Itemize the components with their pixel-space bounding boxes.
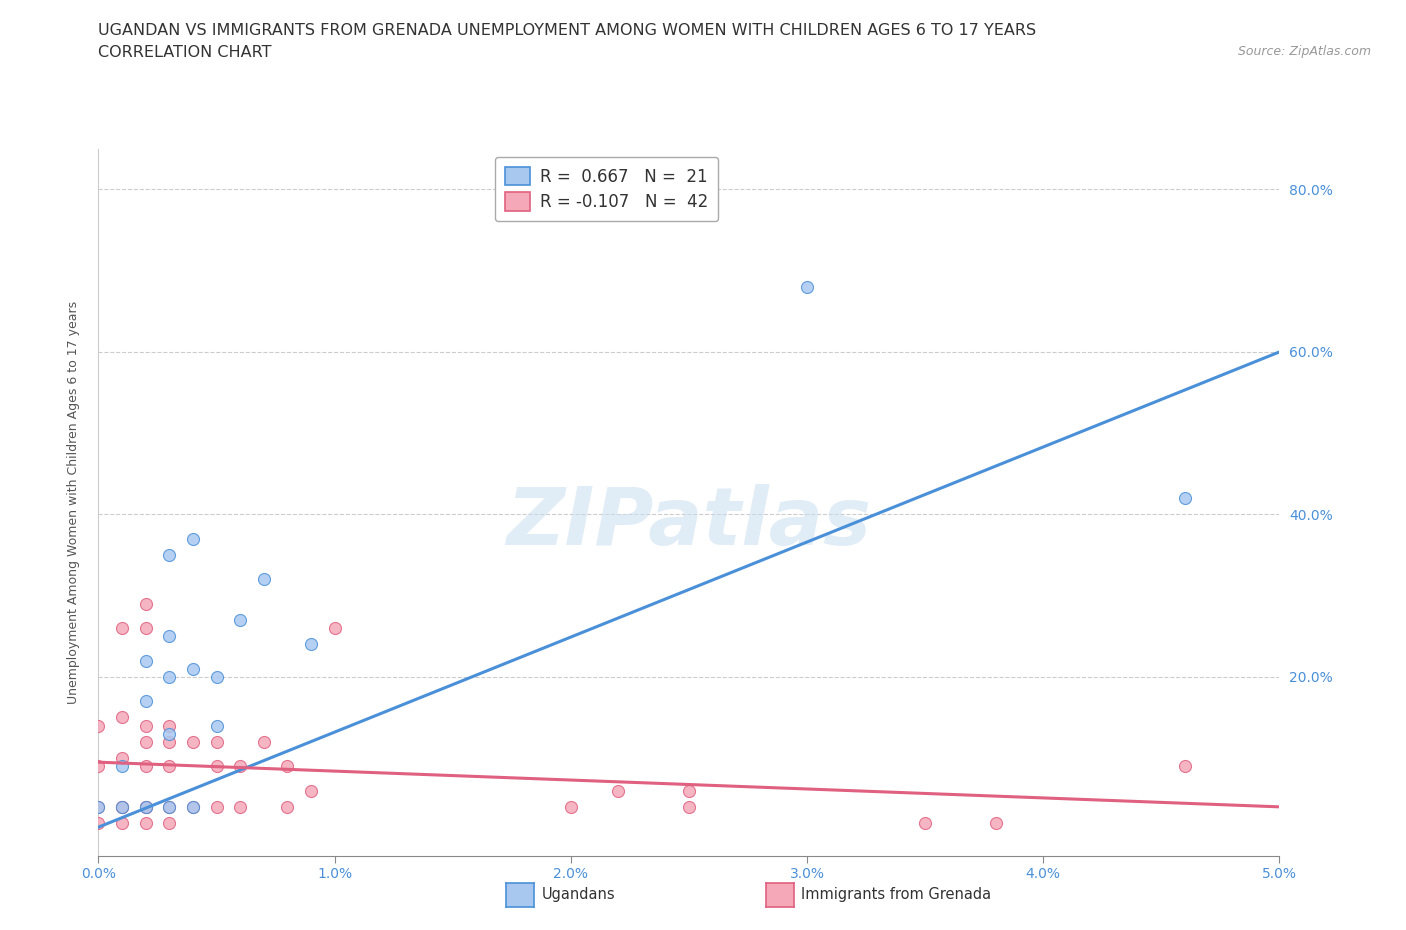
Point [299,637,322,652]
Text: Source: ZipAtlas.com: Source: ZipAtlas.com [1237,45,1371,58]
Y-axis label: Unemployment Among Women with Children Ages 6 to 17 years: Unemployment Among Women with Children A… [67,300,80,704]
Point [135,759,157,774]
Point [87,816,110,830]
Point [111,800,134,815]
Point [181,800,204,815]
Point [157,759,180,774]
Text: Ugandans: Ugandans [541,887,614,902]
Point [607,783,630,798]
Point [299,783,322,798]
Point [135,735,157,750]
Point [229,800,252,815]
Point [135,653,157,668]
Point [181,735,204,750]
Point [276,800,298,815]
Point [111,751,134,765]
Point [135,800,157,815]
Point [87,800,110,815]
Point [253,572,276,587]
Point [135,596,157,611]
Point [157,800,180,815]
Point [111,710,134,724]
Point [181,661,204,676]
Point [560,800,582,815]
Point [135,694,157,709]
Point [135,718,157,733]
Point [323,620,346,635]
Point [678,800,700,815]
Point [87,800,110,815]
Point [157,629,180,644]
Point [157,548,180,563]
Point [111,816,134,830]
Point [111,800,134,815]
Point [157,816,180,830]
Point [157,800,180,815]
Point [276,759,298,774]
Text: Immigrants from Grenada: Immigrants from Grenada [801,887,991,902]
Point [135,800,157,815]
Point [229,759,252,774]
Point [205,800,228,815]
Point [157,726,180,741]
Point [135,620,157,635]
Point [135,816,157,830]
Point [796,280,818,295]
Text: UGANDAN VS IMMIGRANTS FROM GRENADA UNEMPLOYMENT AMONG WOMEN WITH CHILDREN AGES 6: UGANDAN VS IMMIGRANTS FROM GRENADA UNEMP… [98,23,1036,38]
Text: CORRELATION CHART: CORRELATION CHART [98,45,271,60]
Point [111,759,134,774]
Point [1174,759,1197,774]
Point [181,531,204,546]
Point [984,816,1007,830]
Point [253,735,276,750]
Point [181,800,204,815]
Text: ZIPatlas: ZIPatlas [506,485,872,563]
Point [87,718,110,733]
Point [111,620,134,635]
Point [914,816,936,830]
Point [205,718,228,733]
Point [1174,491,1197,506]
Point [135,800,157,815]
Legend: R =  0.667   N =  21, R = -0.107   N =  42: R = 0.667 N = 21, R = -0.107 N = 42 [495,157,718,221]
Point [157,670,180,684]
Point [205,735,228,750]
Point [157,718,180,733]
Point [157,735,180,750]
Point [205,670,228,684]
Point [87,759,110,774]
Point [229,613,252,628]
Point [205,759,228,774]
Point [111,800,134,815]
Point [678,783,700,798]
